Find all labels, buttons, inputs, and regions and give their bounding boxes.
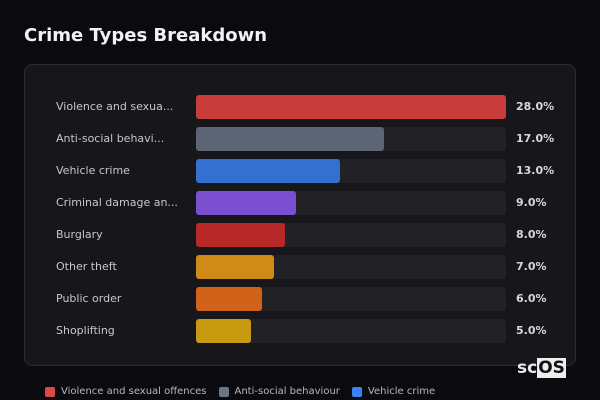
bar <box>196 191 296 215</box>
category-label: Public order <box>56 292 122 305</box>
bar-row: Anti-social behavi... 17.0% <box>25 127 577 151</box>
legend-swatch <box>218 386 229 397</box>
chart-title: Crime Types Breakdown <box>24 25 268 46</box>
bar-track <box>196 223 506 247</box>
value-label: 9.0% <box>516 196 547 209</box>
value-label: 5.0% <box>516 324 547 337</box>
scos-logo: scOS <box>517 358 566 378</box>
bar <box>196 223 285 247</box>
bar <box>196 95 506 119</box>
bar-row: Public order 6.0% <box>25 287 577 311</box>
legend: Violence and sexual offences Anti-social … <box>45 386 435 397</box>
bar-row: Violence and sexua... 28.0% <box>25 95 577 119</box>
legend-label: Violence and sexual offences <box>61 386 207 397</box>
bar-track <box>196 191 506 215</box>
logo-text: sc <box>517 358 538 378</box>
bar <box>196 287 263 311</box>
legend-item: Violence and sexual offences <box>45 386 207 397</box>
bar-track <box>196 95 506 119</box>
category-label: Anti-social behavi... <box>56 132 165 145</box>
legend-item: Anti-social behaviour <box>218 386 340 397</box>
value-label: 28.0% <box>516 100 555 113</box>
bar-track <box>196 255 506 279</box>
bar <box>196 127 385 151</box>
bar-track <box>196 319 506 343</box>
category-label: Burglary <box>56 228 103 241</box>
value-label: 8.0% <box>516 228 547 241</box>
legend-swatch <box>351 386 362 397</box>
logo-text-box: OS <box>537 358 566 378</box>
bar-row: Other theft 7.0% <box>25 255 577 279</box>
category-label: Criminal damage an... <box>56 196 178 209</box>
category-label: Vehicle crime <box>56 164 130 177</box>
value-label: 6.0% <box>516 292 547 305</box>
bar-track <box>196 287 506 311</box>
category-label: Shoplifting <box>56 324 115 337</box>
value-label: 13.0% <box>516 164 555 177</box>
legend-item: Vehicle crime <box>351 386 436 397</box>
legend-label: Vehicle crime <box>367 386 436 397</box>
bar <box>196 159 340 183</box>
bar-track <box>196 159 506 183</box>
bar-row: Burglary 8.0% <box>25 223 577 247</box>
legend-swatch <box>45 386 55 397</box>
value-label: 7.0% <box>516 260 547 273</box>
bar <box>196 255 274 279</box>
value-label: 17.0% <box>516 132 555 145</box>
chart-card: Violence and sexua... 28.0% Anti-social b… <box>24 64 576 366</box>
category-label: Other theft <box>56 260 117 273</box>
bar-row: Shoplifting 5.0% <box>25 319 577 343</box>
category-label: Violence and sexua... <box>56 100 174 113</box>
bar-row: Criminal damage an... 9.0% <box>25 191 577 215</box>
bar-track <box>196 127 506 151</box>
bar <box>196 319 252 343</box>
bar-row: Vehicle crime 13.0% <box>25 159 577 183</box>
legend-label: Anti-social behaviour <box>234 386 340 397</box>
